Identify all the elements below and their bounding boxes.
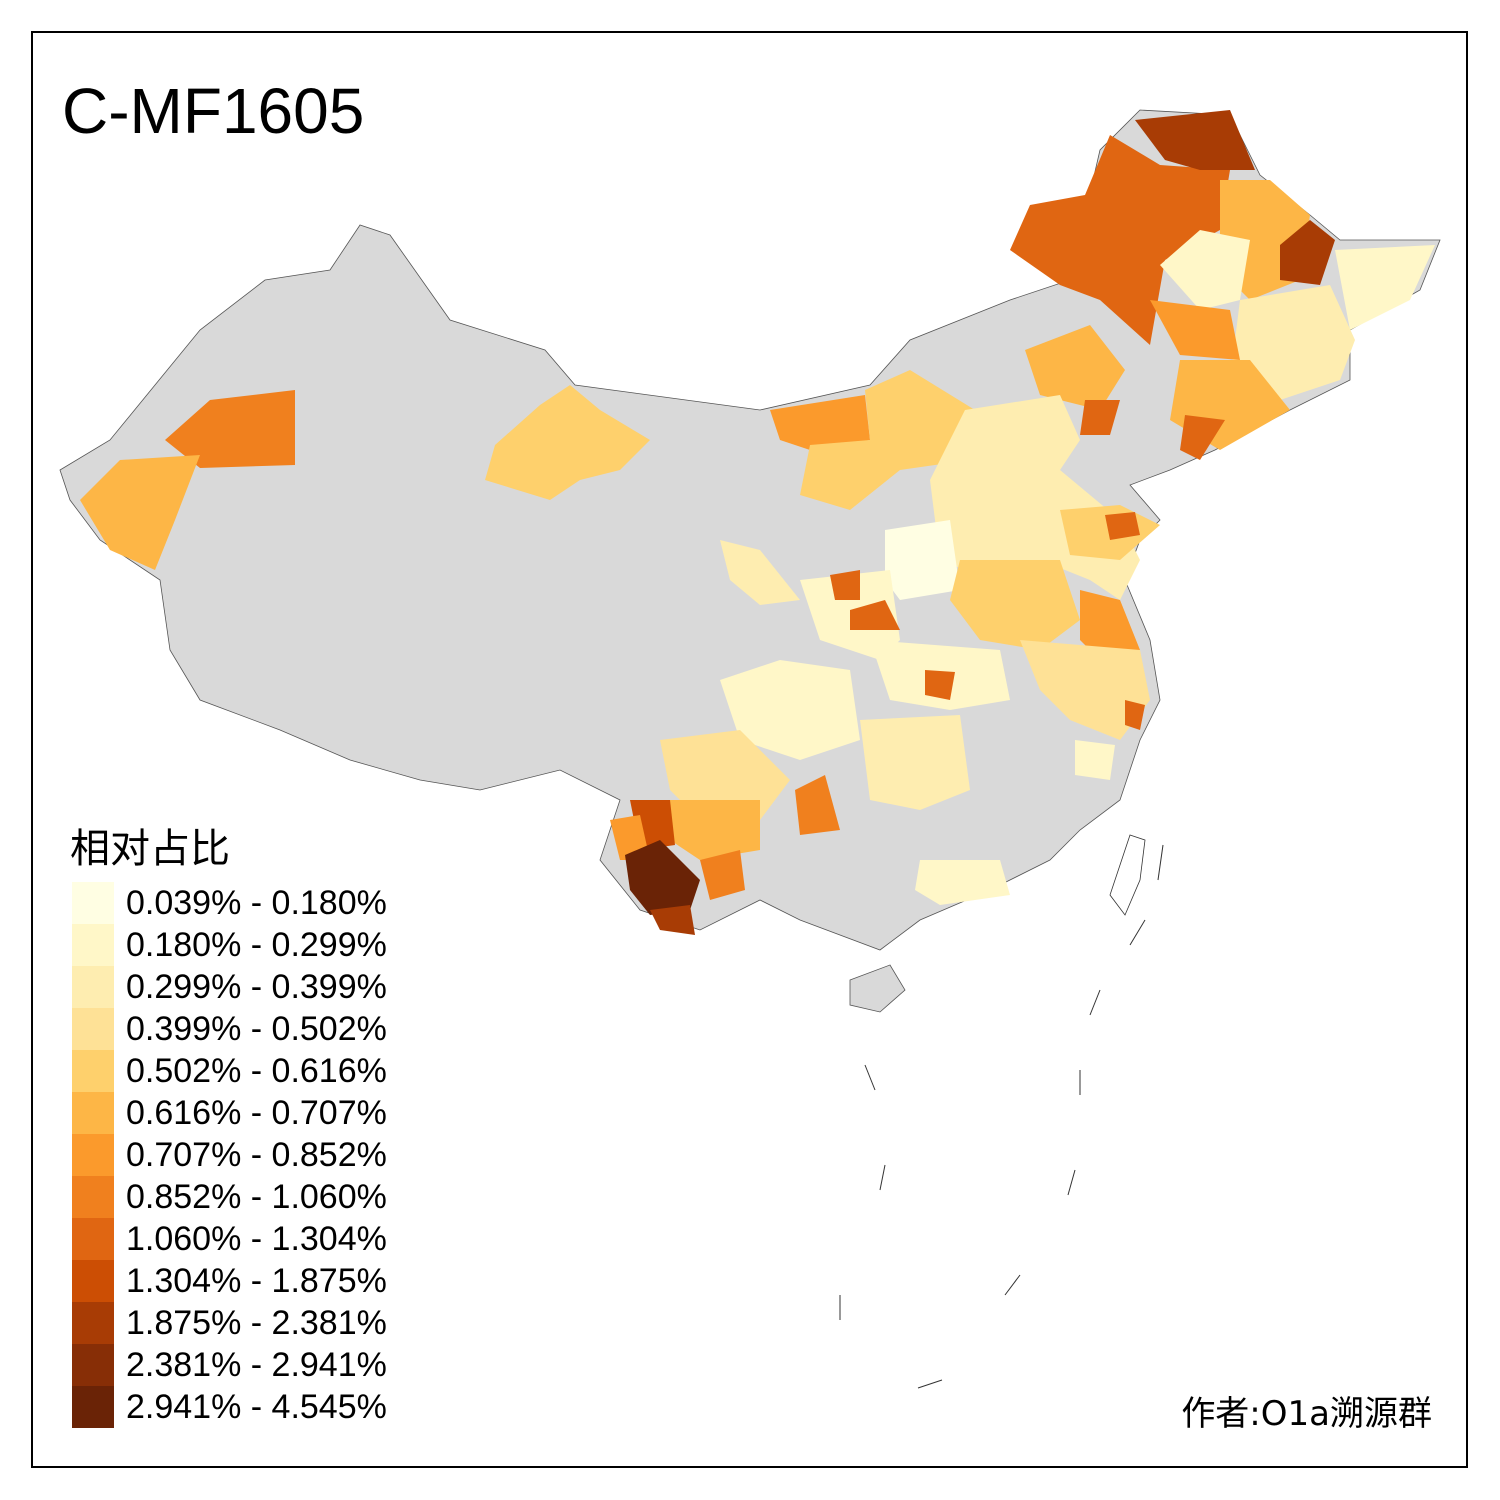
legend-item: 0.707% - 0.852% [72,1134,387,1176]
region-baoji [850,600,900,630]
legend-swatch [72,966,114,1008]
legend-item: 0.852% - 1.060% [72,1176,387,1218]
taiwan-region [1109,834,1146,916]
region-xinjiang-ili [165,390,295,468]
region-henan [950,560,1080,650]
legend-label: 1.875% - 2.381% [126,1303,387,1342]
region-hlj-sw [1150,300,1240,360]
region-inner-mongolia-west [770,395,870,450]
legend-swatch [72,1344,114,1386]
legend-label: 0.616% - 0.707% [126,1093,387,1132]
legend-label: 1.060% - 1.304% [126,1219,387,1258]
legend-swatch [72,924,114,966]
region-xishuangbanna [650,905,695,935]
legend-swatch [72,1134,114,1176]
region-jilin [1230,285,1355,400]
hainan-region [849,964,906,1013]
legend-swatch [72,1008,114,1050]
legend-label: 2.381% - 2.941% [126,1345,387,1384]
region-xinjiang-hami [485,385,650,500]
region-anhui-zhejiang [1020,640,1150,740]
region-mohe [1135,110,1255,170]
region-yunnan-mid [670,800,760,860]
legend-label: 0.852% - 1.060% [126,1177,387,1216]
legend-item: 2.381% - 2.941% [72,1344,387,1386]
region-inner-mongolia-mid [800,370,975,510]
legend-item: 1.875% - 2.381% [72,1302,387,1344]
region-qingdao [1105,512,1140,540]
legend-swatch [72,1092,114,1134]
legend-label: 2.941% - 4.545% [126,1387,387,1426]
map-title: C-MF1605 [62,75,365,147]
region-jiamusi [1280,220,1335,285]
china-base-region [59,109,1441,951]
legend-item: 2.941% - 4.545% [72,1386,387,1428]
region-guizhou-liupanshui [795,775,840,835]
legend-label: 0.399% - 0.502% [126,1009,387,1048]
legend-label: 1.304% - 1.875% [126,1261,387,1300]
region-ningbo [1125,700,1145,730]
region-chifeng [1025,325,1125,410]
region-yunnan-north [660,730,790,820]
region-chengde [1080,400,1120,435]
legend-item: 0.399% - 0.502% [72,1008,387,1050]
legend-item: 1.304% - 1.875% [72,1260,387,1302]
region-pu-er [625,840,700,915]
region-hunan [860,715,970,810]
region-guangdong [915,860,1010,905]
legend-label: 0.180% - 0.299% [126,925,387,964]
region-hlj-se [1335,245,1435,330]
legend-title: 相对占比 [70,826,230,872]
legend: 0.039% - 0.180% 0.180% - 0.299% 0.299% - 0… [72,882,387,1428]
legend-item: 0.502% - 0.616% [72,1050,387,1092]
legend-item: 0.616% - 0.707% [72,1092,387,1134]
legend-swatch [72,882,114,924]
legend-label: 0.039% - 0.180% [126,883,387,922]
region-shanxi [885,520,960,600]
region-tianshui [830,570,860,600]
legend-swatch [72,1302,114,1344]
author-credit: 作者:O1a溯源群 [1181,1394,1432,1434]
region-gansu-east [720,540,800,605]
legend-item: 0.180% - 0.299% [72,924,387,966]
region-xiangyang [925,670,955,700]
legend-swatch [72,1218,114,1260]
legend-swatch [72,1176,114,1218]
legend-swatch [72,1386,114,1428]
region-dandong [1180,415,1225,460]
legend-swatch [72,1260,114,1302]
region-hlj-mid [1160,230,1250,310]
region-heilongjiang-north [1010,135,1230,345]
legend-item: 0.039% - 0.180% [72,882,387,924]
region-xinjiang-kashgar [80,455,200,570]
region-fujian [1075,740,1115,780]
legend-item: 1.060% - 1.304% [72,1218,387,1260]
region-honghe [700,850,745,900]
map-frame [31,31,1468,1468]
south-china-sea-islands [839,844,1164,1389]
region-sichuan [720,660,860,760]
legend-item: 0.299% - 0.399% [72,966,387,1008]
legend-label: 0.502% - 0.616% [126,1051,387,1090]
legend-swatch [72,1050,114,1092]
legend-label: 0.299% - 0.399% [126,967,387,1006]
legend-label: 0.707% - 0.852% [126,1135,387,1174]
